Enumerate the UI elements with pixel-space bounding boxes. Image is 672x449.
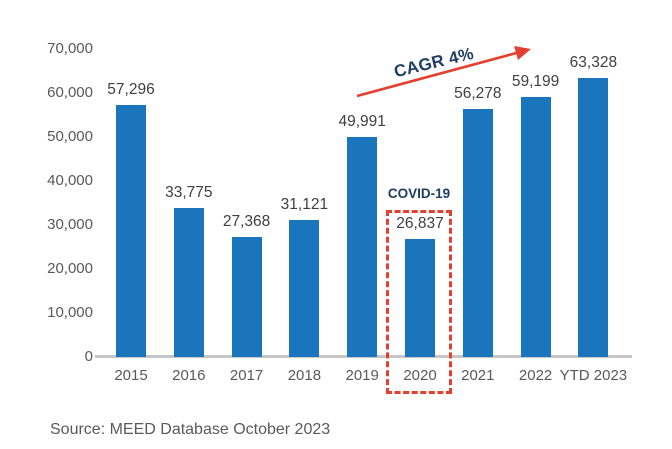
bar-ytd-2023 xyxy=(578,78,609,357)
bar-2020 xyxy=(405,238,435,357)
y-axis-tick-label: 30,000 xyxy=(47,216,93,233)
y-axis-tick-label: 60,000 xyxy=(47,84,93,101)
cagr-trend-arrow xyxy=(356,46,531,98)
bar-value-label: 26,837 xyxy=(396,214,444,232)
y-axis-tick-label: 0 xyxy=(84,348,93,365)
bar-value-label: 33,775 xyxy=(165,184,213,202)
x-axis-label: 2019 xyxy=(345,367,379,384)
bar-2017 xyxy=(231,236,262,357)
bar-value-label: 57,296 xyxy=(107,80,155,98)
y-axis-tick-label: 70,000 xyxy=(47,40,93,57)
x-axis-label: YTD 2023 xyxy=(559,367,628,384)
x-axis-label: 2018 xyxy=(287,367,322,384)
x-axis-label: 2022 xyxy=(518,367,553,384)
bar-2021 xyxy=(462,109,493,357)
bar-value-label: 59,199 xyxy=(511,72,560,90)
x-axis-label: 2017 xyxy=(229,367,264,384)
x-axis-label: 2015 xyxy=(114,367,148,384)
x-axis-label: 2021 xyxy=(461,367,495,384)
bar-2022 xyxy=(520,96,551,357)
covid-highlight-box xyxy=(386,210,452,394)
y-axis-tick-label: 40,000 xyxy=(47,172,93,189)
source-note: Source: MEED Database October 2023 xyxy=(50,421,331,438)
bar-value-label: 56,278 xyxy=(454,85,502,103)
covid-annotation-label: COVID-19 xyxy=(387,186,451,201)
bar-value-label: 31,121 xyxy=(280,196,329,214)
x-axis-label: 2016 xyxy=(172,367,206,384)
bar-value-label: 27,368 xyxy=(222,212,271,230)
bar-value-label: 49,991 xyxy=(338,113,386,131)
y-axis-tick-label: 50,000 xyxy=(47,128,93,145)
y-axis-tick-label: 10,000 xyxy=(47,304,93,321)
bar-2019 xyxy=(347,137,378,357)
bar-2018 xyxy=(289,220,320,357)
bar-value-label: 63,328 xyxy=(569,54,618,72)
x-axis-label: 2020 xyxy=(403,367,437,384)
bar-2016 xyxy=(173,208,204,357)
y-axis-tick-label: 20,000 xyxy=(47,260,93,277)
bar-2015 xyxy=(116,104,146,357)
